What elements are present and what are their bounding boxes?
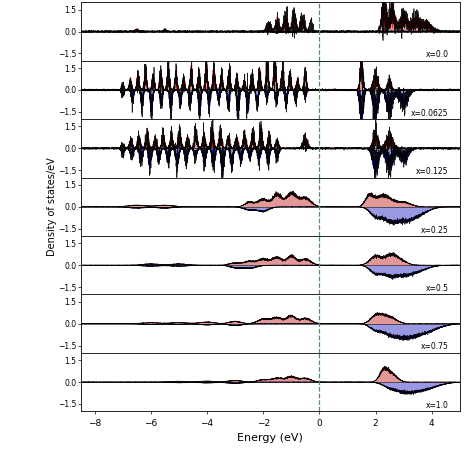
Text: x=1.0: x=1.0 <box>426 401 448 410</box>
X-axis label: Energy (eV): Energy (eV) <box>237 434 303 443</box>
Text: x=0.125: x=0.125 <box>416 167 448 176</box>
Text: x=0.25: x=0.25 <box>421 226 448 234</box>
Y-axis label: Density of states/eV: Density of states/eV <box>46 157 57 256</box>
Text: x=0.0625: x=0.0625 <box>411 109 448 118</box>
Text: x=0.75: x=0.75 <box>420 342 448 351</box>
Text: x=0.0: x=0.0 <box>426 50 448 59</box>
Text: x=0.5: x=0.5 <box>426 284 448 293</box>
